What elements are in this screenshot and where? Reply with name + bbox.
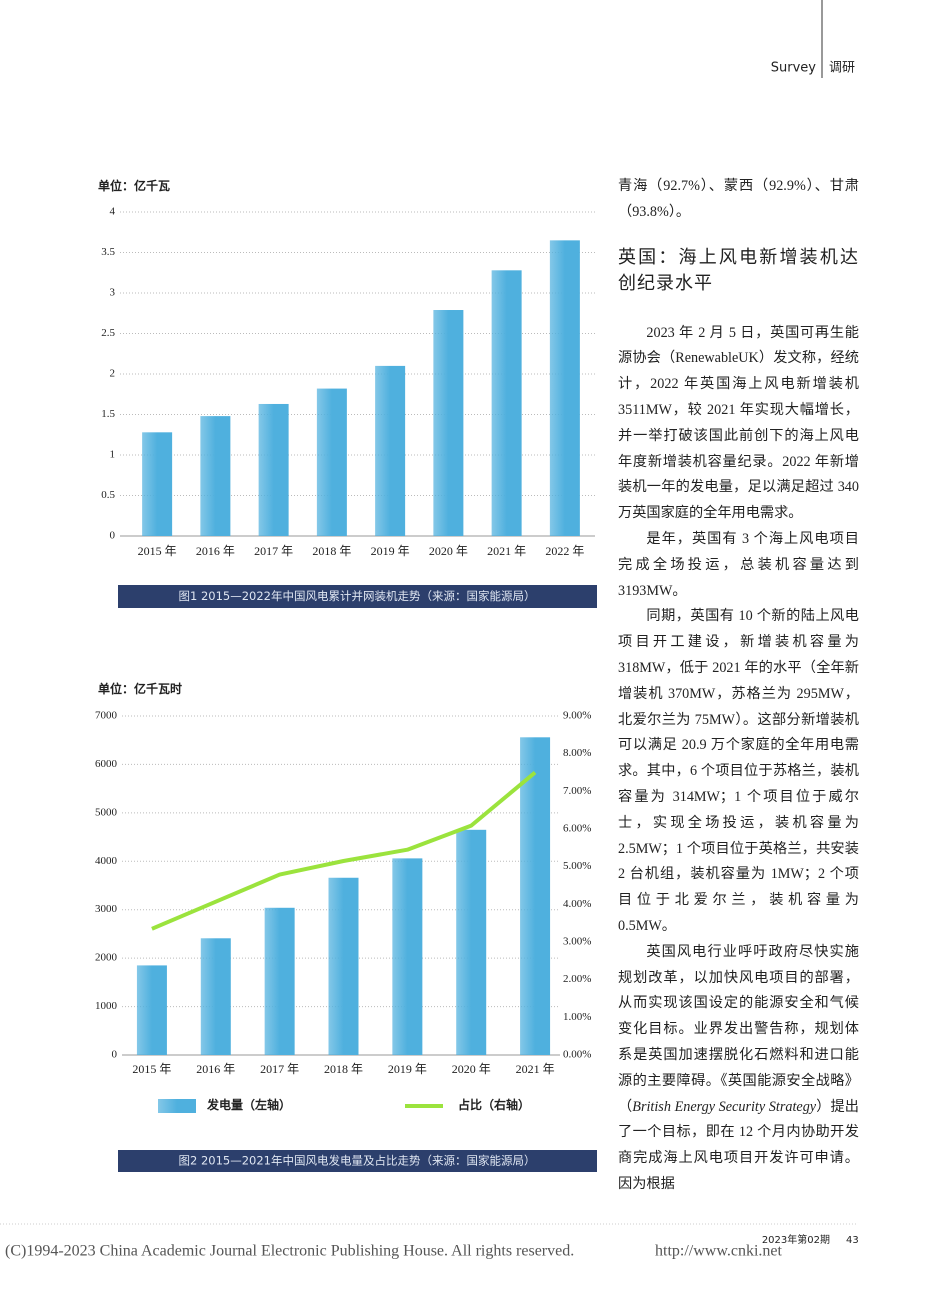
y-tick-label: 3 <box>110 287 116 299</box>
y2-tick-label: 2.00% <box>563 973 591 985</box>
x-tick-label: 2018 年 <box>324 1062 363 1076</box>
paragraph: 是年，英国有 3 个海上风电项目完成全场投运，总装机容量达到 3193MW。 <box>618 530 859 599</box>
text: ）提出了一个目标，即在 12 个月内协助开发商完成海上风电项目开发许可申请。因为… <box>618 1098 859 1192</box>
bar <box>433 310 464 536</box>
bar <box>375 365 406 536</box>
y-tick-label: 1.5 <box>101 408 115 420</box>
y-tick-label: 2.5 <box>101 327 115 339</box>
x-tick-label: 2017 年 <box>254 544 293 558</box>
y-tick-label: 7000 <box>95 710 118 722</box>
y2-tick-label: 7.00% <box>563 785 591 797</box>
y-tick-label: 4 <box>110 206 116 218</box>
y-tick-label: 0 <box>110 530 116 542</box>
title-italic: British Energy Security Strategy <box>632 1098 817 1115</box>
bar <box>456 829 487 1055</box>
y-tick-label: 2000 <box>95 952 118 964</box>
bar <box>520 737 551 1055</box>
x-tick-label: 2021 年 <box>487 544 526 558</box>
y-tick-label: 5000 <box>95 806 118 818</box>
issue: 2023年第02期 <box>762 1233 830 1246</box>
copyright: (C)1994-2023 China Academic Journal Elec… <box>5 1243 574 1260</box>
y-tick-label: 0.5 <box>101 489 115 501</box>
y-tick-label: 3000 <box>95 903 118 915</box>
x-tick-label: 2015 年 <box>138 544 177 558</box>
x-tick-label: 2017 年 <box>260 1062 299 1076</box>
x-tick-label: 2020 年 <box>429 544 468 558</box>
bar <box>142 432 173 536</box>
x-tick-label: 2016 年 <box>196 1062 235 1076</box>
y-tick-label: 1000 <box>95 1000 118 1012</box>
x-tick-label: 2018 年 <box>312 544 351 558</box>
page-number: 43 <box>846 1235 859 1246</box>
paragraph: 同期，英国有 10 个新的陆上风电项目开工建设，新增装机容量为 318MW，低于… <box>618 608 859 934</box>
x-tick-label: 2016 年 <box>196 544 235 558</box>
y2-tick-label: 0.00% <box>563 1049 591 1061</box>
x-tick-label: 2022 年 <box>545 544 584 558</box>
bar <box>392 858 423 1055</box>
section-en: Survey <box>771 61 817 76</box>
heading: 英国：海上风电新增装机达创纪录水平 <box>618 246 859 294</box>
lead: 青海（92.7%）、蒙西（92.9%）、甘肃（93.8%）。 <box>618 178 859 220</box>
y-tick-label: 4000 <box>95 855 118 867</box>
bar <box>136 965 167 1055</box>
bar <box>258 403 289 536</box>
legend-label: 占比（右轴） <box>458 1097 530 1112</box>
bar <box>200 416 231 536</box>
x-tick-label: 2019 年 <box>388 1062 427 1076</box>
y2-tick-label: 9.00% <box>563 710 591 722</box>
y-axis-label: 单位：亿千瓦 <box>98 178 170 193</box>
legend-label: 发电量（左轴） <box>206 1097 291 1112</box>
y2-tick-label: 5.00% <box>563 860 591 872</box>
legend-swatch <box>158 1099 196 1113</box>
x-tick-label: 2021 年 <box>516 1062 555 1076</box>
x-tick-label: 2019 年 <box>371 544 410 558</box>
article: 青海（92.7%）、蒙西（92.9%）、甘肃（93.8%）。 英国：海上风电新增… <box>618 174 859 1198</box>
x-tick-label: 2015 年 <box>132 1062 171 1076</box>
y2-tick-label: 8.00% <box>563 747 591 759</box>
y-axis-label: 单位：亿千瓦时 <box>98 681 182 696</box>
bar <box>264 907 295 1055</box>
y2-tick-label: 1.00% <box>563 1011 591 1023</box>
text: 英国风电行业呼吁政府尽快实施规划改革，以加快风电项目的部署，从而实现该国设定的能… <box>618 943 859 1115</box>
bar <box>316 388 347 536</box>
caption: 图1 2015—2022年中国风电累计并网装机走势（来源：国家能源局） <box>178 589 535 603</box>
caption: 图2 2015—2021年中国风电发电量及占比走势（来源：国家能源局） <box>178 1154 535 1168</box>
y-tick-label: 2 <box>110 368 116 380</box>
section-cn: 调研 <box>829 61 855 76</box>
line <box>151 770 537 931</box>
paragraph: 英国风电行业呼吁政府尽快实施规划改革，以加快风电项目的部署，从而实现该国设定的能… <box>618 940 859 1198</box>
bar <box>549 240 580 536</box>
bar <box>200 938 231 1055</box>
y-tick-label: 6000 <box>95 758 118 770</box>
y2-tick-label: 4.00% <box>563 898 591 910</box>
y-tick-label: 1 <box>110 449 116 461</box>
y2-tick-label: 6.00% <box>563 823 591 835</box>
url: http://www.cnki.net <box>655 1243 783 1260</box>
bar <box>491 270 522 536</box>
x-tick-label: 2020 年 <box>452 1062 491 1076</box>
paragraph: 2023 年 2 月 5 日，英国可再生能源协会（RenewableUK）发文称… <box>618 324 859 522</box>
y-tick-label: 0 <box>112 1049 118 1061</box>
caption-bar <box>118 585 597 608</box>
y-tick-label: 3.5 <box>101 246 115 258</box>
caption-bar <box>118 1150 597 1172</box>
bar <box>328 877 359 1055</box>
y2-tick-label: 3.00% <box>563 936 591 948</box>
